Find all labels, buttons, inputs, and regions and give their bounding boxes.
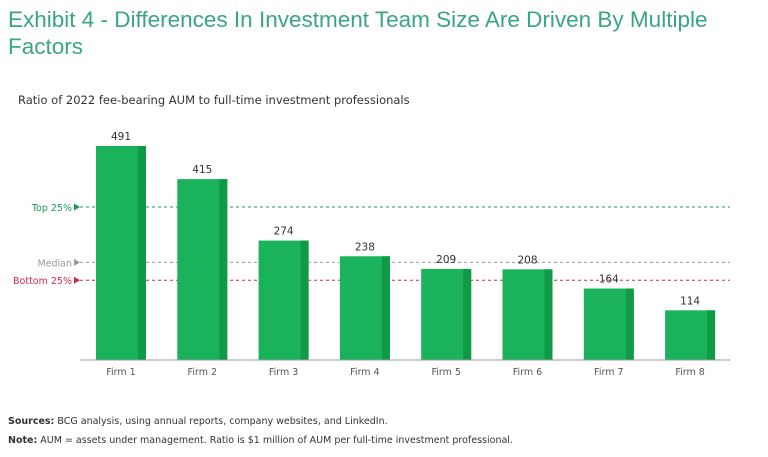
chart-title: Exhibit 4 - Differences In Investment Te… (8, 7, 708, 59)
data-label-1: 491 (111, 131, 131, 143)
data-label-8: 114 (680, 295, 700, 307)
data-label-4: 238 (355, 241, 375, 253)
reference-marker-median (74, 258, 80, 266)
bar-3 (258, 240, 309, 360)
x-tick-label-6: Firm 6 (513, 367, 542, 378)
data-label-5: 209 (436, 254, 456, 266)
sources-label: Sources: (8, 416, 55, 427)
reference-marker-bottom-25 (74, 276, 80, 284)
x-tick-label-4: Firm 4 (350, 367, 379, 378)
note-label: Note: (8, 435, 38, 446)
bar-1 (96, 146, 146, 360)
bar-8 (665, 310, 716, 360)
reference-label-median: Median (37, 258, 72, 269)
sources-note: Sources: BCG analysis, using annual repo… (8, 416, 388, 427)
bar-5 (421, 268, 472, 360)
bar-6 (502, 269, 553, 360)
sources-text: BCG analysis, using annual reports, comp… (54, 416, 388, 427)
bar-shade-2 (219, 179, 228, 360)
data-label-6: 208 (517, 254, 537, 266)
x-tick-label-1: Firm 1 (106, 367, 135, 378)
bar-2 (177, 179, 228, 360)
bar-shade-3 (300, 240, 309, 360)
data-label-2: 415 (192, 164, 212, 176)
bar-shade-5 (463, 268, 472, 360)
x-tick-label-8: Firm 8 (675, 367, 704, 378)
reference-label-top-25: Top 25% (31, 203, 72, 214)
x-tick-label-5: Firm 5 (431, 367, 460, 378)
bar-shade-6 (544, 269, 553, 360)
bar-shade-7 (625, 288, 634, 360)
bar-7 (583, 288, 634, 360)
x-tick-label-3: Firm 3 (269, 367, 298, 378)
data-label-3: 274 (274, 226, 294, 238)
bar-4 (339, 256, 390, 360)
chart-subtitle: Ratio of 2022 fee-bearing AUM to full-ti… (18, 93, 410, 107)
x-tick-label-7: Firm 7 (594, 367, 623, 378)
bar-shade-1 (138, 146, 146, 360)
definition-note: Note: AUM = assets under management. Rat… (8, 435, 513, 446)
reference-marker-top-25 (74, 203, 80, 211)
bar-shade-8 (707, 310, 716, 360)
x-tick-label-2: Firm 2 (188, 367, 217, 378)
data-label-7: 164 (599, 274, 619, 286)
note-text: AUM = assets under management. Ratio is … (37, 435, 513, 446)
bar-shade-4 (381, 256, 390, 360)
reference-label-bottom-25: Bottom 25% (13, 276, 72, 287)
